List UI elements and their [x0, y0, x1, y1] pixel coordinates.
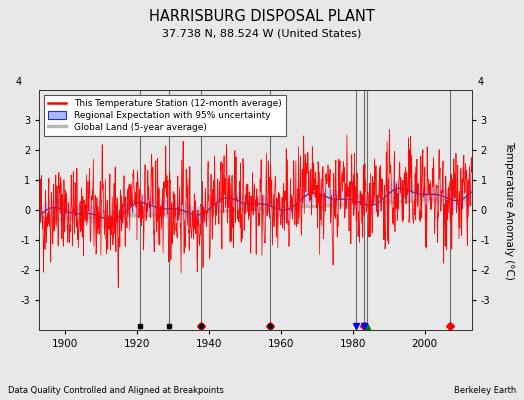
- Y-axis label: Temperature Anomaly (°C): Temperature Anomaly (°C): [504, 140, 514, 280]
- Text: 37.738 N, 88.524 W (United States): 37.738 N, 88.524 W (United States): [162, 28, 362, 38]
- Text: HARRISBURG DISPOSAL PLANT: HARRISBURG DISPOSAL PLANT: [149, 9, 375, 24]
- Text: Data Quality Controlled and Aligned at Breakpoints: Data Quality Controlled and Aligned at B…: [8, 386, 224, 395]
- Text: Berkeley Earth: Berkeley Earth: [454, 386, 516, 395]
- Text: 4: 4: [15, 77, 21, 87]
- Text: 4: 4: [477, 77, 483, 87]
